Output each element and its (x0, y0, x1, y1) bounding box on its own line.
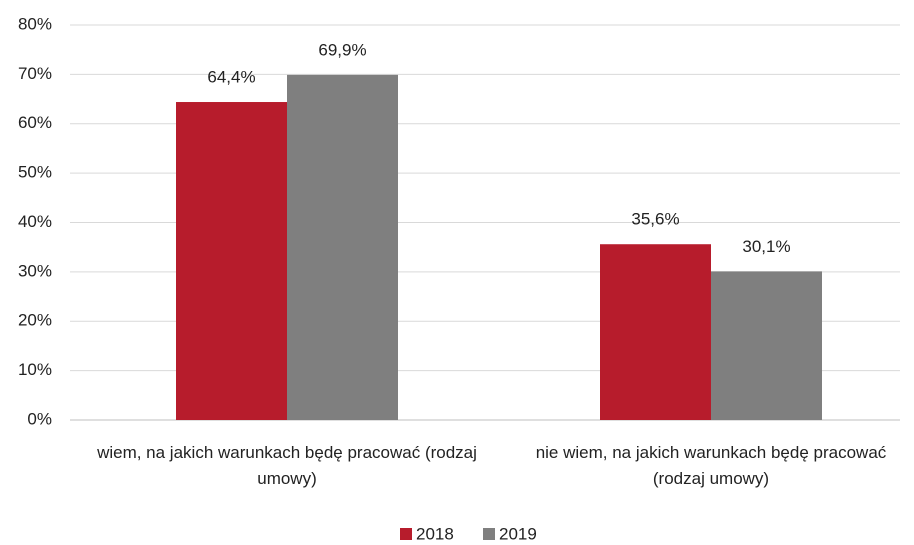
x-tick-label: wiem, na jakich warunkach będę pracować … (97, 443, 477, 488)
data-label: 35,6% (631, 210, 679, 229)
data-label: 30,1% (742, 237, 790, 256)
y-tick-label: 80% (18, 14, 52, 33)
legend-swatch (400, 528, 412, 540)
y-tick-label: 0% (27, 409, 52, 428)
data-label: 64,4% (207, 68, 255, 87)
bar (176, 102, 287, 421)
x-tick-label: nie wiem, na jakich warunkach będę praco… (535, 443, 887, 488)
y-tick-label: 60% (18, 113, 52, 132)
bar (287, 74, 398, 421)
y-tick-label: 20% (18, 311, 52, 330)
y-tick-label: 50% (18, 163, 52, 182)
legend-label: 2018 (416, 524, 454, 543)
bar (711, 271, 822, 420)
y-tick-label: 40% (18, 212, 52, 231)
legend-label: 2019 (499, 524, 537, 543)
y-tick-label: 70% (18, 64, 52, 83)
bar (600, 244, 711, 420)
legend-swatch (483, 528, 495, 540)
y-tick-label: 10% (18, 360, 52, 379)
y-tick-label: 30% (18, 261, 52, 280)
data-label: 69,9% (318, 40, 366, 59)
